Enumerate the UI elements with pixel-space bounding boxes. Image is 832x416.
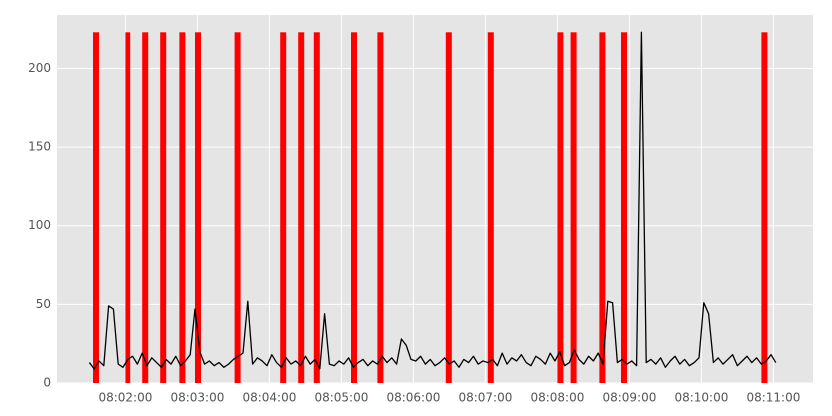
plot-area: [57, 15, 813, 383]
highlight-span: [445, 32, 452, 384]
highlight-span: [487, 32, 494, 384]
highlight-span: [599, 32, 606, 384]
highlight-span: [313, 32, 320, 384]
highlight-span: [298, 32, 305, 384]
x-tick-label: 08:04:00: [242, 391, 296, 405]
highlight-span: [179, 32, 186, 384]
x-tick-label: 08:02:00: [98, 391, 152, 405]
y-tick-label: 150: [28, 140, 51, 154]
y-tick-label: 100: [28, 218, 51, 232]
highlight-span: [557, 32, 564, 384]
y-tick-label: 0: [43, 376, 51, 390]
highlight-span: [142, 32, 149, 384]
x-tick-label: 08:06:00: [386, 391, 440, 405]
x-tick-label: 08:03:00: [170, 391, 224, 405]
y-tick-label: 200: [28, 61, 51, 75]
x-tick-label: 08:11:00: [746, 391, 800, 405]
highlight-span: [377, 32, 384, 384]
highlight-span: [234, 32, 241, 384]
y-tick-label: 50: [36, 297, 51, 311]
highlight-span: [351, 32, 357, 384]
highlight-span: [93, 32, 99, 384]
highlight-span: [621, 32, 627, 384]
x-tick-label: 08:07:00: [458, 391, 512, 405]
highlight-span: [160, 32, 167, 384]
highlight-span: [570, 32, 577, 384]
highlight-span: [125, 32, 131, 384]
highlight-span: [280, 32, 287, 384]
x-tick-label: 08:05:00: [314, 391, 368, 405]
x-tick-label: 08:10:00: [674, 391, 728, 405]
x-tick-label: 08:08:00: [530, 391, 584, 405]
x-tick-label: 08:09:00: [602, 391, 656, 405]
highlight-span: [195, 32, 201, 384]
data-line: [88, 31, 777, 370]
highlight-span: [761, 32, 768, 384]
